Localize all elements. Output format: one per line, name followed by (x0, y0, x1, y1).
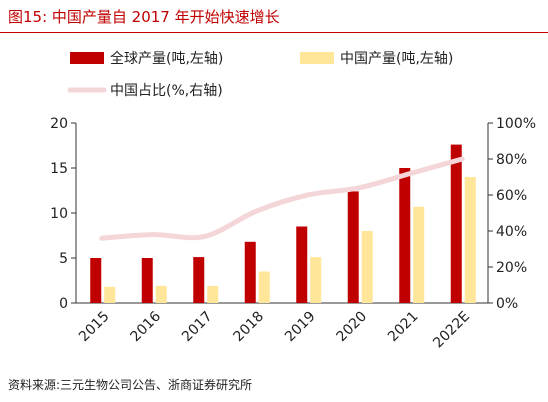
legend-label-china: 中国产量(吨,左轴) (340, 51, 453, 67)
bar-china (258, 271, 270, 303)
bar-china (464, 177, 476, 303)
bars (90, 144, 476, 303)
bar-global (450, 144, 462, 303)
legend: 全球产量(吨,左轴) 中国产量(吨,左轴) 中国占比(%,右轴) (67, 50, 453, 99)
x-tick-label: 2020 (334, 309, 371, 346)
bar-china (207, 285, 219, 303)
bar-global (141, 258, 153, 303)
bar-china (104, 286, 116, 303)
bar-global (347, 191, 359, 303)
x-tick-label: 2019 (282, 309, 319, 346)
y-left-tick-label: 0 (59, 296, 68, 312)
y-left-tick-label: 5 (59, 251, 68, 267)
legend-swatch-china (300, 52, 334, 64)
bar-global (296, 226, 308, 303)
bar-global (193, 257, 205, 303)
legend-label-share: 中国占比(%,右轴) (110, 83, 223, 99)
y-right-tick-label: 100% (496, 116, 536, 132)
chart: 全球产量(吨,左轴) 中国产量(吨,左轴) 中国占比(%,右轴) 0 5 10 15 2… (50, 50, 536, 351)
legend-swatch-global (70, 52, 104, 64)
figure-title: 图15: 中国产量自 2017 年开始快速增长 (8, 8, 280, 26)
bar-global (399, 168, 411, 303)
bar-china (361, 231, 373, 303)
y-right-tick-label: 40% (496, 224, 527, 240)
x-tick-label: 2022E (430, 309, 473, 352)
source-note: 资料来源:三元生物公司公告、浙商证券研究所 (8, 378, 253, 392)
legend-label-global: 全球产量(吨,左轴) (110, 50, 223, 67)
x-tick-label: 2015 (76, 309, 113, 346)
y-right-tick-label: 80% (496, 152, 527, 168)
axes: 0 5 10 15 20 0% 20% 40% 60% 80% 100% (50, 116, 536, 312)
x-tick-label: 2018 (231, 309, 268, 346)
y-left-tick-label: 10 (50, 206, 68, 222)
bar-global (90, 258, 102, 303)
y-right-tick-label: 60% (496, 188, 527, 204)
y-right-tick-label: 0% (496, 296, 518, 312)
bar-china (310, 257, 322, 303)
title-rule (0, 32, 548, 33)
x-tick-labels: 2015 2016 2017 2018 2019 2020 2021 2022E (76, 308, 473, 351)
bar-global (244, 241, 256, 303)
share-line-path (99, 156, 465, 241)
bar-china (155, 285, 167, 303)
x-tick-label: 2016 (128, 308, 165, 345)
y-left-tick-label: 20 (50, 116, 68, 132)
y-right-tick-label: 20% (496, 260, 527, 276)
x-tick-label: 2021 (385, 309, 422, 346)
bar-china (413, 206, 425, 303)
y-left-tick-label: 15 (50, 161, 68, 177)
share-line (99, 156, 465, 241)
x-tick-label: 2017 (179, 309, 216, 346)
